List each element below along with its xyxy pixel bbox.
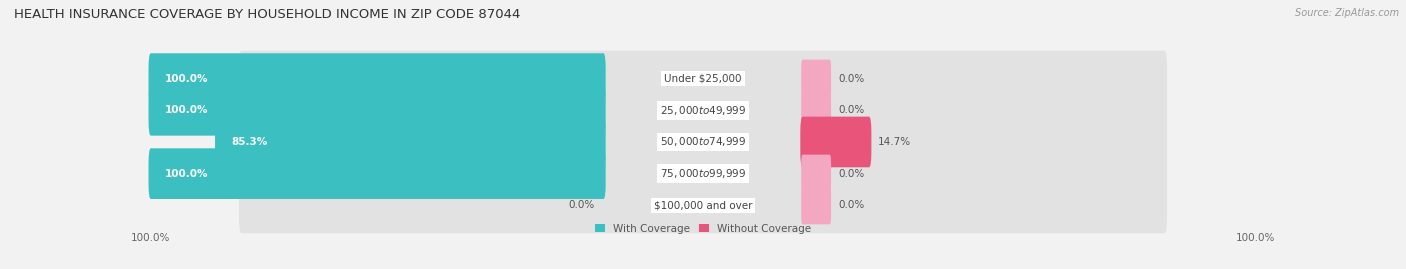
FancyBboxPatch shape: [801, 60, 831, 98]
FancyBboxPatch shape: [239, 114, 1167, 170]
Legend: With Coverage, Without Coverage: With Coverage, Without Coverage: [591, 220, 815, 238]
FancyBboxPatch shape: [801, 155, 831, 193]
Text: 85.3%: 85.3%: [231, 137, 267, 147]
FancyBboxPatch shape: [239, 51, 1167, 107]
Text: $25,000 to $49,999: $25,000 to $49,999: [659, 104, 747, 117]
FancyBboxPatch shape: [149, 85, 606, 136]
Text: HEALTH INSURANCE COVERAGE BY HOUSEHOLD INCOME IN ZIP CODE 87044: HEALTH INSURANCE COVERAGE BY HOUSEHOLD I…: [14, 8, 520, 21]
Text: 100.0%: 100.0%: [165, 105, 208, 115]
FancyBboxPatch shape: [801, 91, 831, 129]
Text: 14.7%: 14.7%: [879, 137, 911, 147]
Text: 0.0%: 0.0%: [568, 200, 595, 210]
Text: 0.0%: 0.0%: [839, 169, 865, 179]
FancyBboxPatch shape: [215, 117, 606, 167]
Text: $100,000 and over: $100,000 and over: [654, 200, 752, 210]
FancyBboxPatch shape: [801, 186, 831, 224]
Text: 0.0%: 0.0%: [839, 74, 865, 84]
Text: 0.0%: 0.0%: [839, 105, 865, 115]
Text: $75,000 to $99,999: $75,000 to $99,999: [659, 167, 747, 180]
FancyBboxPatch shape: [800, 117, 872, 167]
Text: 0.0%: 0.0%: [839, 200, 865, 210]
Text: Source: ZipAtlas.com: Source: ZipAtlas.com: [1295, 8, 1399, 18]
FancyBboxPatch shape: [239, 82, 1167, 138]
Text: 100.0%: 100.0%: [165, 169, 208, 179]
FancyBboxPatch shape: [149, 148, 606, 199]
Text: $50,000 to $74,999: $50,000 to $74,999: [659, 136, 747, 148]
Text: Under $25,000: Under $25,000: [664, 74, 742, 84]
FancyBboxPatch shape: [239, 146, 1167, 201]
FancyBboxPatch shape: [149, 53, 606, 104]
FancyBboxPatch shape: [239, 178, 1167, 233]
Text: 100.0%: 100.0%: [165, 74, 208, 84]
